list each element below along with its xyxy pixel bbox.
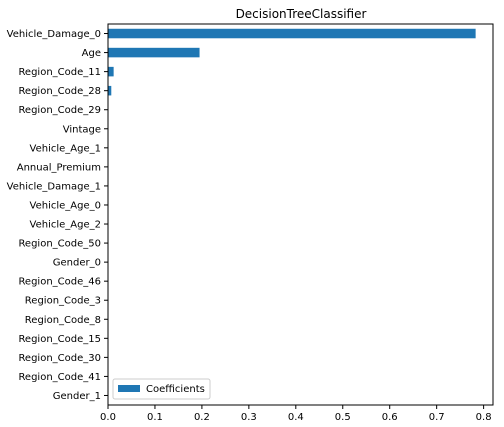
- y-tick-label: Region_Code_11: [18, 67, 101, 78]
- x-tick-label: 0.0: [100, 412, 116, 423]
- legend: Coefficients: [113, 379, 210, 399]
- y-tick-label: Vehicle_Damage_0: [7, 29, 101, 40]
- x-tick-label: 0.2: [194, 412, 210, 423]
- y-tick-label: Vehicle_Age_0: [30, 200, 101, 211]
- chart-title: DecisionTreeClassifier: [236, 7, 367, 21]
- y-tick-label: Region_Code_8: [25, 315, 101, 326]
- y-axis-ticks: Vehicle_Damage_0 Age Region_Code_11 Region_…: [7, 29, 108, 402]
- y-tick-label: Vehicle_Age_1: [30, 143, 101, 154]
- y-tick-label: Region_Code_50: [18, 239, 101, 250]
- y-tick-label: Vehicle_Damage_1: [7, 181, 101, 192]
- y-tick-label: Vehicle_Age_2: [30, 220, 101, 231]
- y-tick-label: Region_Code_46: [18, 277, 101, 288]
- x-tick-label: 0.7: [429, 412, 445, 423]
- bars-group: [108, 29, 476, 96]
- plot-frame: [108, 24, 493, 405]
- y-tick-label: Region_Code_29: [18, 105, 101, 116]
- legend-swatch: [118, 385, 140, 392]
- y-tick-label: Gender_0: [53, 258, 101, 269]
- legend-label: Coefficients: [146, 384, 205, 395]
- y-tick-label: Age: [82, 48, 101, 59]
- y-tick-label: Annual_Premium: [17, 162, 101, 173]
- x-tick-label: 0.3: [241, 412, 257, 423]
- y-tick-label: Gender_1: [53, 391, 101, 402]
- bar: [108, 67, 114, 77]
- bar: [108, 29, 476, 39]
- y-tick-label: Region_Code_30: [18, 353, 101, 364]
- x-tick-label: 0.4: [288, 412, 304, 423]
- x-axis-ticks: 0.0 0.1 0.2 0.3 0.4 0.5 0.6 0.7 0.8: [100, 405, 492, 423]
- bar: [108, 48, 200, 58]
- x-tick-label: 0.8: [476, 412, 492, 423]
- x-tick-label: 0.1: [147, 412, 163, 423]
- y-tick-label: Region_Code_15: [18, 334, 101, 345]
- y-tick-label: Region_Code_3: [25, 296, 101, 307]
- y-tick-label: Vintage: [63, 124, 101, 135]
- y-tick-label: Region_Code_41: [18, 372, 101, 383]
- y-tick-label: Region_Code_28: [18, 86, 101, 97]
- x-tick-label: 0.6: [382, 412, 398, 423]
- x-tick-label: 0.5: [335, 412, 351, 423]
